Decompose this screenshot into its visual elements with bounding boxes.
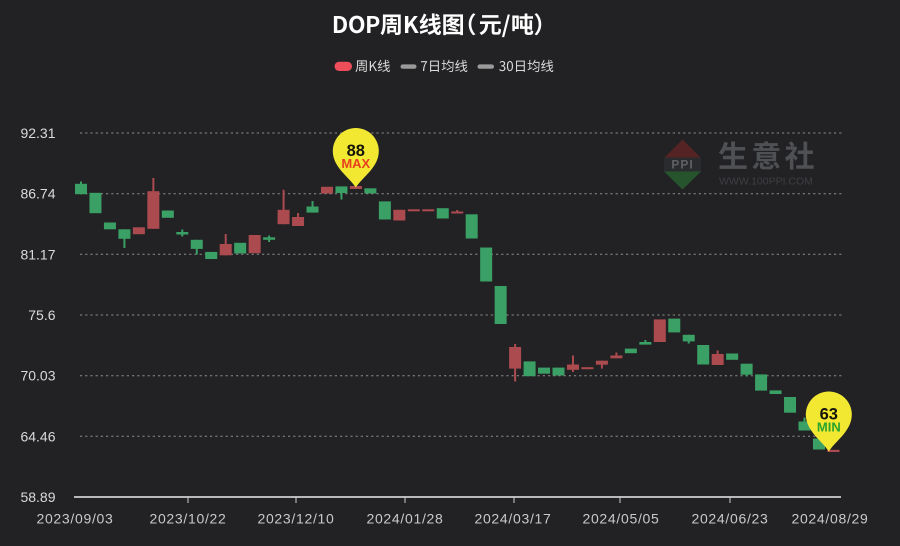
svg-text:MIN: MIN (817, 420, 841, 435)
svg-text:88: 88 (347, 142, 365, 160)
svg-text:64.46: 64.46 (20, 428, 55, 444)
svg-text:2023/09/03: 2023/09/03 (36, 511, 113, 527)
svg-text:2024/06/23: 2024/06/23 (691, 511, 768, 527)
svg-text:WWW.100PPI.COM: WWW.100PPI.COM (719, 175, 813, 187)
svg-text:MAX: MAX (341, 156, 370, 171)
svg-text:75.6: 75.6 (28, 307, 55, 323)
svg-text:58.89: 58.89 (20, 489, 55, 505)
svg-text:2023/10/22: 2023/10/22 (149, 511, 226, 527)
svg-text:70.03: 70.03 (20, 368, 55, 384)
svg-text:2023/12/10: 2023/12/10 (257, 511, 334, 527)
svg-text:92.31: 92.31 (20, 125, 55, 141)
svg-text:2024/05/05: 2024/05/05 (582, 511, 659, 527)
svg-text:2024/01/28: 2024/01/28 (366, 511, 443, 527)
svg-text:2024/03/17: 2024/03/17 (474, 511, 551, 527)
svg-text:2024/08/29: 2024/08/29 (791, 511, 868, 527)
svg-text:PPI: PPI (671, 158, 693, 172)
svg-text:81.17: 81.17 (20, 246, 55, 262)
svg-text:63: 63 (820, 405, 838, 423)
svg-text:86.74: 86.74 (20, 186, 55, 202)
